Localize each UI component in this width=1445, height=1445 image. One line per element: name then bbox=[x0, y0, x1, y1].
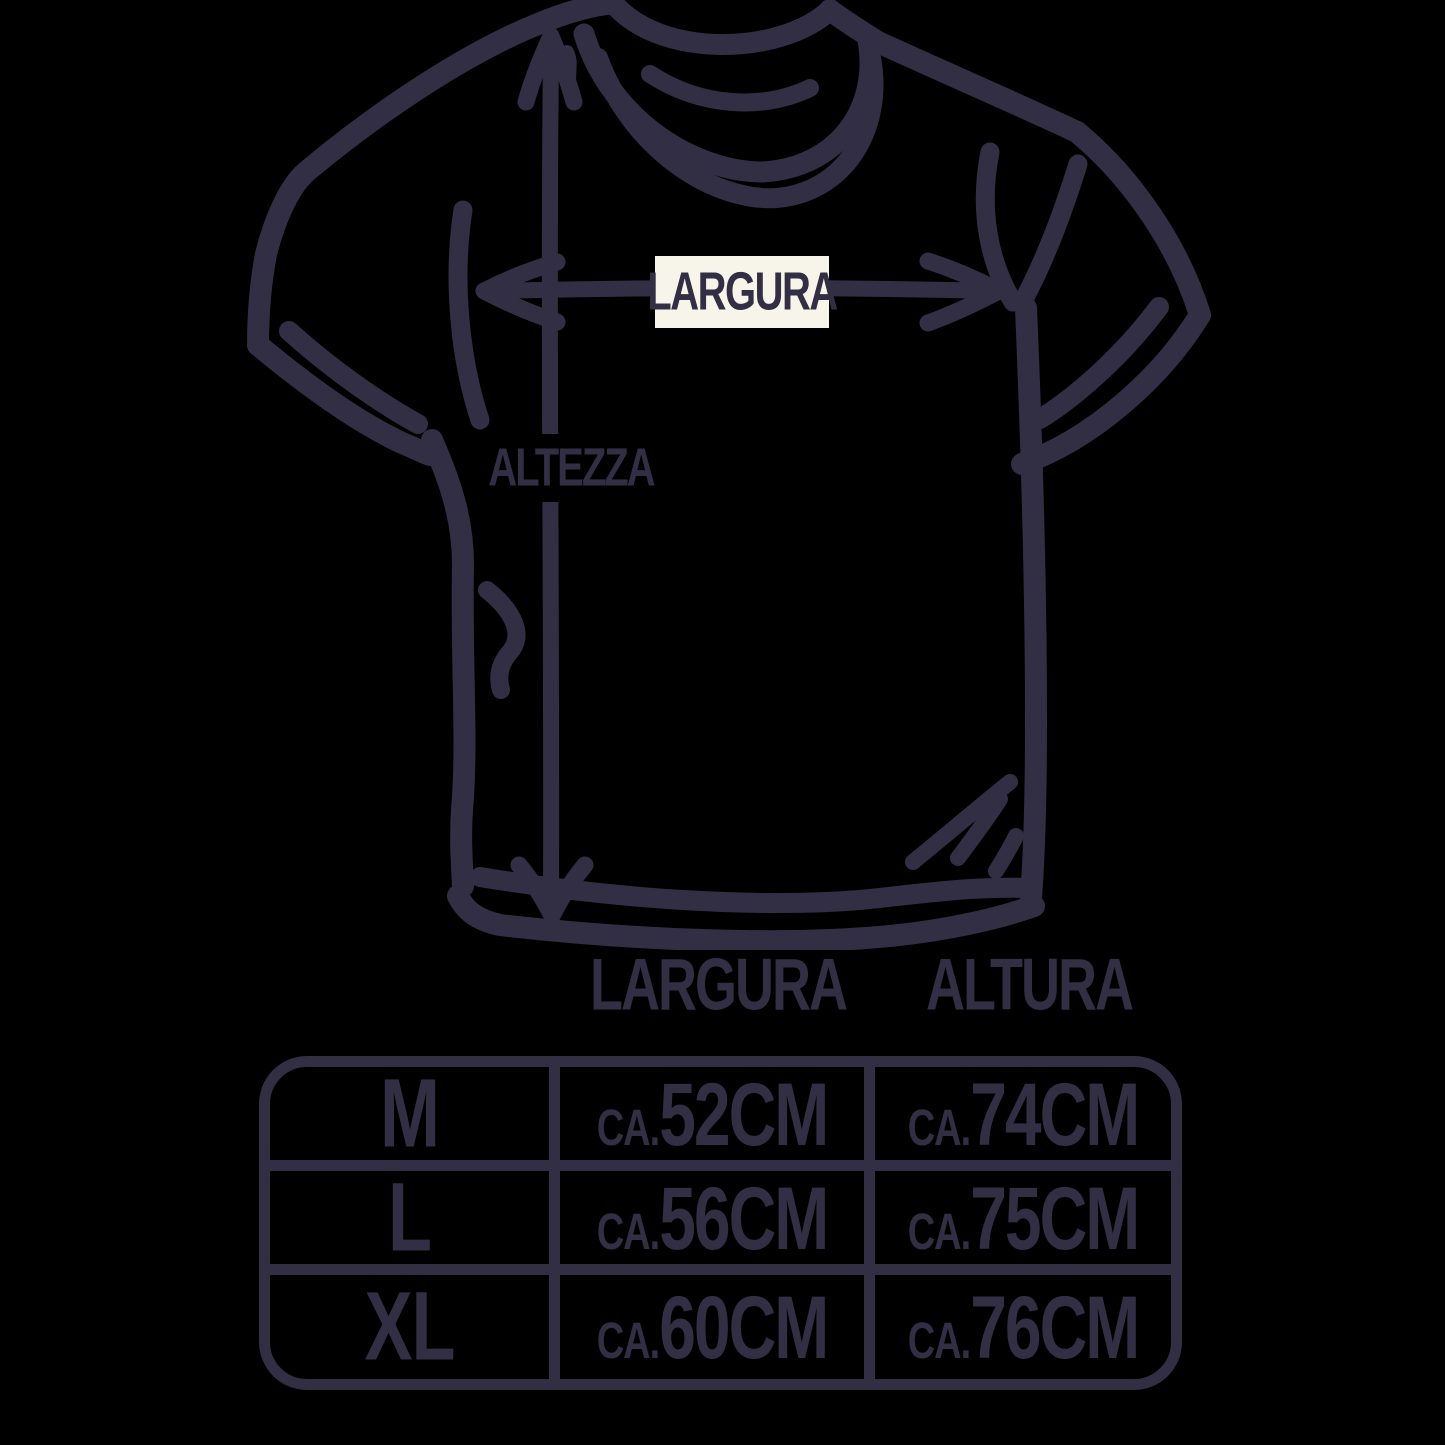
width-prefix-xl: CA. bbox=[596, 1313, 660, 1371]
width-prefix-l: CA. bbox=[596, 1204, 660, 1261]
table-header-width: LARGURA bbox=[558, 942, 878, 1028]
table-row-xl-height-cell: CA. 76CM bbox=[875, 1275, 1171, 1379]
right-shoulder-sleeve-line bbox=[819, 0, 1211, 326]
size-table: M CA. 52CM CA. 74CM L CA. 56CM CA bbox=[259, 1056, 1182, 1390]
left-cuff-fold-line bbox=[279, 321, 428, 434]
table-row-m-height-cell: CA. 74CM bbox=[875, 1067, 1171, 1171]
width-number-l: 56CM bbox=[659, 1171, 829, 1268]
width-arrow-left-head bbox=[475, 253, 566, 331]
width-value-l: CA. 56CM bbox=[596, 1171, 830, 1268]
left-shoulder-sleeve-line bbox=[247, 0, 625, 356]
width-value-m: CA. 52CM bbox=[596, 1067, 830, 1164]
table-row-m-width-cell: CA. 52CM bbox=[560, 1067, 875, 1171]
size-label-xl: XL bbox=[364, 1275, 455, 1379]
width-label-box: LARGURA bbox=[647, 256, 838, 328]
height-label: ALTEZZA bbox=[488, 437, 655, 498]
right-cuff-edge-line bbox=[1011, 304, 1211, 475]
height-number-xl: 76CM bbox=[970, 1277, 1140, 1377]
right-side-seam bbox=[1015, 297, 1047, 908]
left-side-seam bbox=[421, 429, 476, 897]
height-value-xl: CA. 76CM bbox=[907, 1276, 1141, 1379]
table-row-xl-size-cell: XL bbox=[270, 1275, 560, 1379]
table-header-height: ALTURA bbox=[869, 942, 1189, 1028]
table-row-l-width-cell: CA. 56CM bbox=[560, 1171, 875, 1275]
size-label-l: L bbox=[388, 1171, 432, 1272]
right-cuff-fold-line bbox=[1030, 297, 1169, 429]
collar-smile-line bbox=[641, 65, 819, 112]
left-cuff-edge-line bbox=[247, 334, 441, 466]
width-number-xl: 60CM bbox=[659, 1277, 829, 1377]
height-prefix-xl: CA. bbox=[907, 1313, 971, 1371]
table-header-width-label: LARGURA bbox=[590, 944, 848, 1026]
height-value-m: CA. 74CM bbox=[907, 1067, 1141, 1164]
hem-upper-line bbox=[470, 867, 1038, 914]
width-prefix-m: CA. bbox=[596, 1100, 660, 1157]
width-label: LARGURA bbox=[647, 261, 838, 322]
height-number-l: 75CM bbox=[970, 1171, 1140, 1268]
tshirt-outline bbox=[247, 0, 1211, 950]
width-arrow-right-head bbox=[919, 252, 1008, 332]
hem-lower-line bbox=[447, 885, 1045, 950]
tshirt-collar bbox=[573, 0, 884, 209]
table-header-height-label: ALTURA bbox=[926, 944, 1134, 1026]
hatch-mark-medium bbox=[950, 791, 1008, 866]
collar-opening-line bbox=[603, 0, 841, 55]
height-label-box: ALTEZZA bbox=[486, 434, 656, 502]
height-arrow-down-head bbox=[510, 856, 594, 925]
hatch-mark-short bbox=[988, 828, 1024, 879]
hatch-mark-long bbox=[905, 774, 1018, 870]
left-side-squiggle bbox=[478, 581, 526, 699]
width-number-m: 52CM bbox=[659, 1067, 829, 1164]
left-armhole-seam bbox=[448, 200, 490, 430]
table-row-m-size-cell: M bbox=[270, 1067, 560, 1171]
size-label-m: M bbox=[380, 1067, 440, 1168]
hem-hatch-marks bbox=[905, 774, 1024, 879]
right-armhole-seam-b bbox=[1012, 154, 1088, 313]
height-arrow-up-head bbox=[517, 27, 583, 111]
height-number-m: 74CM bbox=[970, 1067, 1140, 1164]
height-prefix-m: CA. bbox=[907, 1100, 971, 1157]
tshirt-measurement-diagram bbox=[247, 0, 1211, 950]
height-value-l: CA. 75CM bbox=[907, 1171, 1141, 1268]
table-row-l-height-cell: CA. 75CM bbox=[875, 1171, 1171, 1275]
width-value-xl: CA. 60CM bbox=[596, 1276, 830, 1379]
table-row-l-size-cell: L bbox=[270, 1171, 560, 1275]
collar-band-line-2 bbox=[588, 48, 884, 209]
height-prefix-l: CA. bbox=[907, 1204, 971, 1261]
table-row-xl-width-cell: CA. 60CM bbox=[560, 1275, 875, 1379]
